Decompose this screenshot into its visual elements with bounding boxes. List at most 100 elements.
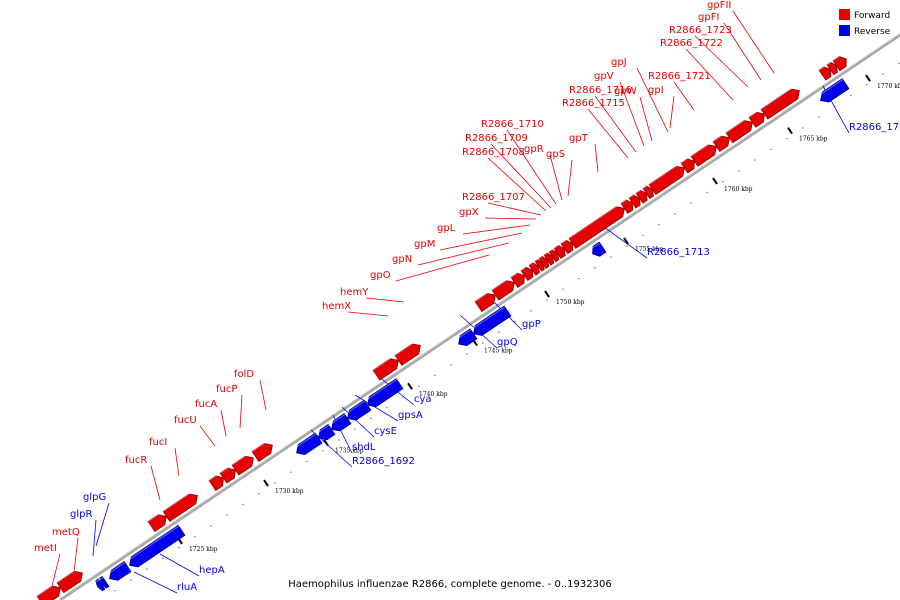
gene-arrow-unlabeled-highlight [818, 64, 828, 71]
gene-arrow-unlabeled [818, 66, 832, 81]
leader-line [417, 242, 510, 266]
tick-mark [407, 382, 413, 390]
minor-tick [738, 170, 740, 172]
leader-line [51, 553, 61, 587]
leader-line [150, 465, 161, 501]
minor-tick [290, 471, 292, 473]
minor-tick [530, 310, 532, 312]
leader-line [673, 81, 695, 111]
minor-tick [898, 62, 900, 64]
leader-line [694, 35, 749, 88]
leader-line [174, 447, 180, 477]
gene-arrow-highlight [528, 260, 536, 266]
gene-arrow [528, 262, 540, 276]
gene-arrow [548, 249, 560, 263]
gene-arrow [553, 244, 566, 259]
gene-arrow [628, 194, 641, 209]
gene-arrows [36, 53, 850, 600]
gene-arrow [534, 258, 545, 272]
gene-arrow [748, 111, 765, 128]
leader-line [567, 159, 573, 197]
minor-tick [322, 450, 324, 452]
gene-arrow [635, 189, 648, 204]
gene-label: fucU [174, 415, 197, 426]
gene-arrow-highlight [251, 439, 270, 453]
minor-tick [210, 525, 212, 527]
gene-label: gpJ [611, 57, 627, 68]
gene-arrow-highlight [648, 162, 682, 185]
gene-label: gpW [614, 86, 637, 97]
minor-tick [354, 428, 356, 430]
gene-label: R2866_1710 [481, 119, 544, 130]
tick-label: 1730 kbp [275, 488, 304, 495]
gene-arrow [520, 266, 534, 282]
gene-arrow-highlight [628, 192, 637, 199]
gene-arrow-highlight [126, 525, 180, 562]
gene-arrow [208, 475, 224, 491]
leader-line [462, 224, 531, 235]
gene-arrow-highlight [162, 490, 195, 512]
genome-backbone [59, 33, 900, 600]
gene-label: hepA [199, 565, 225, 576]
minor-tick [450, 364, 452, 366]
axis-ticks: 1725 kbp 1730 kbp 1735 kbp 1740 kbp 1745 kbp… [114, 62, 900, 592]
gene-label: gpT [569, 133, 589, 144]
gene-arrow-highlight [56, 567, 80, 584]
tick-label: 1755 kbp [635, 246, 664, 253]
gene-label: R2866_1722 [660, 38, 723, 49]
tick-mark [263, 479, 269, 487]
legend-forward-swatch [839, 9, 850, 20]
gene-label: hemY [340, 287, 369, 298]
minor-tick [402, 396, 404, 398]
minor-tick [594, 267, 596, 269]
minor-tick [274, 482, 276, 484]
gene-arrow [760, 88, 800, 120]
gene-arrow [680, 158, 695, 174]
gene-arrow-highlight [455, 329, 472, 341]
gene-arrow-highlight [470, 306, 506, 331]
minor-tick [370, 417, 372, 420]
gene-label: R2866_1708 [462, 147, 525, 158]
gene-arrow-highlight [760, 85, 797, 110]
gene-arrow-highlight [690, 140, 714, 157]
gene-arrow [642, 185, 654, 200]
minor-tick [194, 536, 196, 538]
gene-label: hemX [322, 301, 351, 312]
gene-label: gpV [594, 71, 614, 82]
gene-label: rluA [177, 582, 197, 593]
gene-label: gpL [437, 223, 456, 234]
minor-tick [162, 557, 164, 559]
gene-label: gpQ [497, 337, 518, 348]
gene-arrow [162, 493, 198, 522]
gene-arrow [510, 272, 525, 288]
gene-arrow [592, 241, 607, 257]
gene-arrow-highlight [364, 378, 398, 402]
gene-label: R2866_1707 [462, 192, 525, 203]
gene-label: R2866_1723 [669, 25, 732, 36]
gene-label: gpR [524, 144, 544, 155]
minor-tick [226, 514, 228, 516]
leader-line [92, 519, 97, 557]
legend-reverse-label: Reverse [854, 27, 891, 37]
minor-tick [386, 407, 388, 409]
gene-label: shdL [352, 442, 376, 453]
leader-line [159, 553, 200, 577]
gene-arrow [36, 585, 61, 600]
gene-arrow [372, 358, 399, 381]
leader-line [594, 143, 599, 173]
gene-arrow-highlight [328, 413, 346, 426]
tick-label: 1750 kbp [556, 299, 585, 306]
gene-arrow [99, 575, 110, 589]
gene-label: fucI [149, 437, 167, 448]
minor-tick [514, 320, 516, 323]
gene-arrow-highlight [642, 183, 650, 190]
minor-tick [690, 202, 692, 204]
gene-label: cya [414, 394, 432, 405]
gene-arrow-unlabeled-highlight [832, 53, 844, 62]
gene-label: R2866_1730 [849, 122, 900, 133]
gene-arrow [367, 378, 404, 408]
gene-arrow-highlight [635, 188, 644, 194]
minor-tick [546, 299, 548, 301]
gene-label: gpsA [398, 410, 423, 421]
